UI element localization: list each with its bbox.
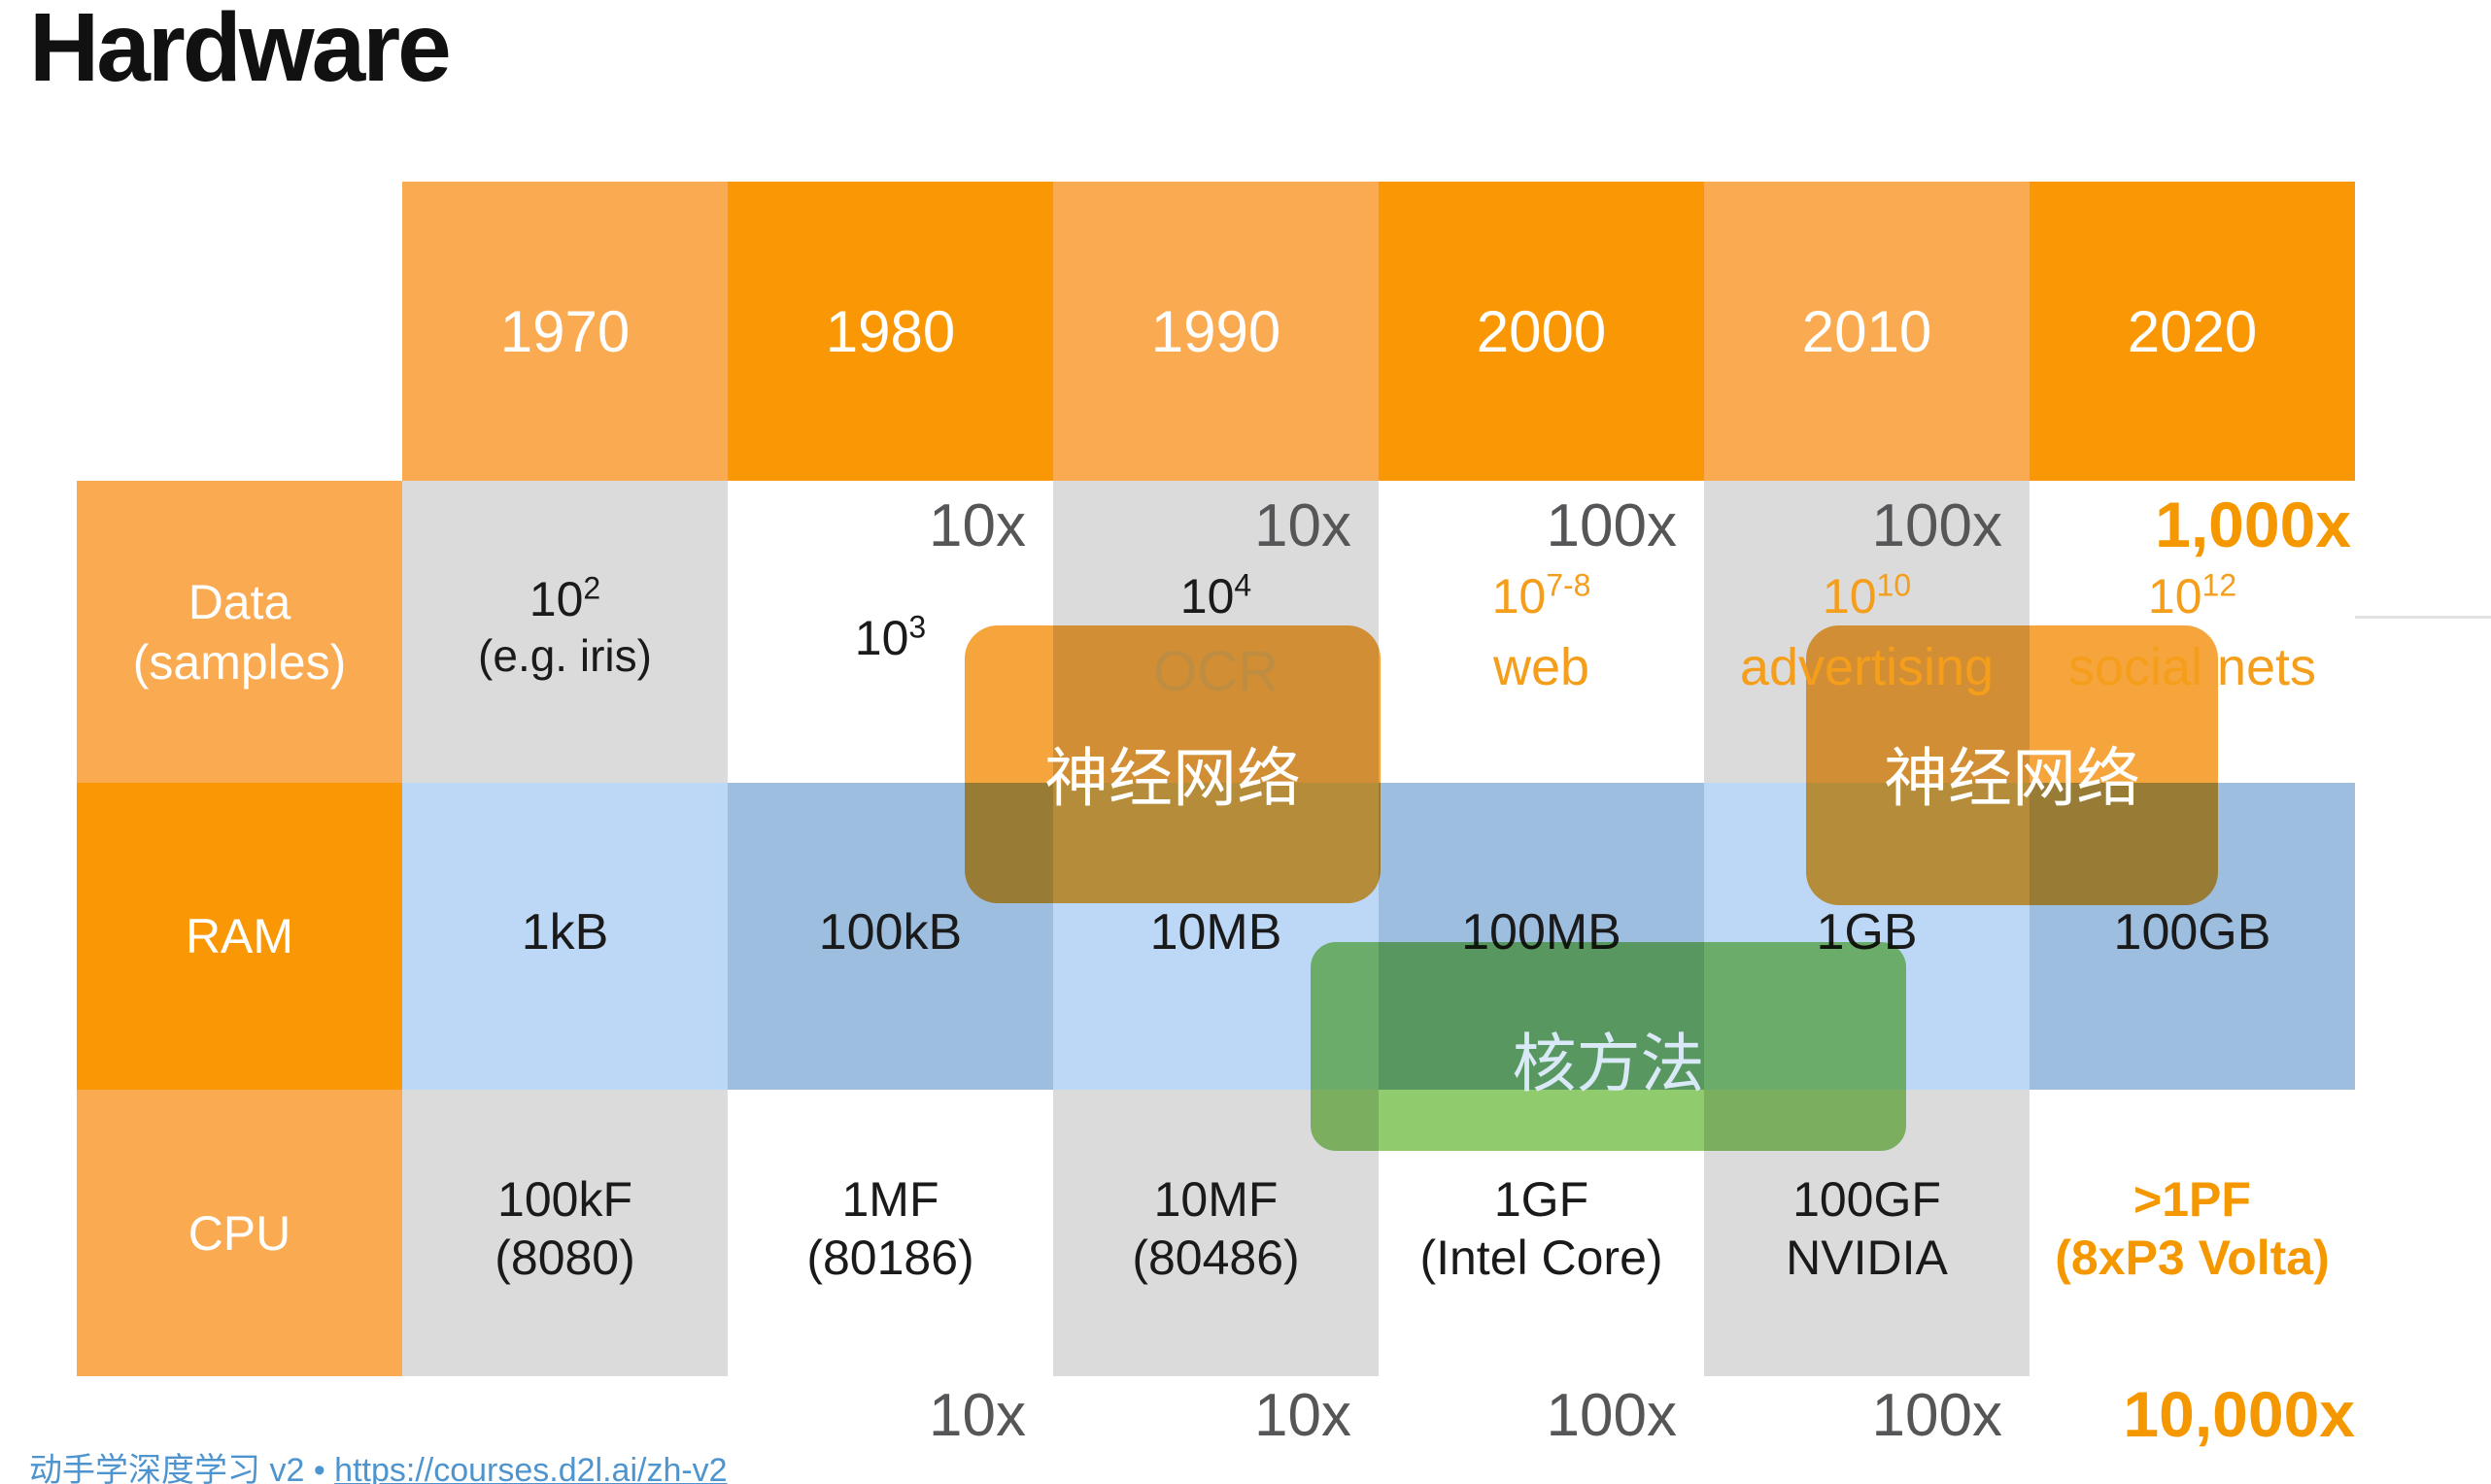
data-exponent-1980: 103 bbox=[854, 609, 927, 665]
data-cell-bg-2000 bbox=[1379, 481, 1704, 783]
footer: 动手学深度学习 v2 • https://courses.d2l.ai/zh-v… bbox=[29, 1443, 728, 1484]
row-label-cpu: CPU bbox=[77, 1090, 402, 1376]
cpu-multiplier-2020: 10,000x bbox=[2123, 1378, 2355, 1450]
slide-title: Hardware bbox=[29, 0, 452, 102]
data-multiplier-2010: 100x bbox=[1871, 492, 2002, 559]
data-app-ocr: OCR bbox=[1153, 640, 1279, 703]
data-cell-bg-1970 bbox=[402, 481, 728, 783]
neural-network-label-1: 神经网络 bbox=[1044, 742, 1301, 814]
kernel-method-label: 核方法 bbox=[1512, 1028, 1705, 1099]
cpu-value-2020: >1PF (8xP3 Volta) bbox=[2055, 1172, 2330, 1285]
header-cell-1980: 1980 bbox=[728, 182, 1053, 481]
header-cell-2000: 2000 bbox=[1379, 182, 1704, 481]
ram-value-1970: 1kB bbox=[521, 904, 609, 961]
edge-artifact-line bbox=[2355, 616, 2491, 619]
cpu-value-1990: 10MF (80486) bbox=[1132, 1172, 1300, 1285]
ram-value-1990: 10MB bbox=[1149, 904, 1282, 961]
ram-value-2020: 100GB bbox=[2113, 904, 2271, 961]
data-multiplier-2000: 100x bbox=[1546, 492, 1677, 559]
cpu-value-2000: 1GF (Intel Core) bbox=[1419, 1172, 1663, 1285]
neural-network-overlay-1 bbox=[965, 625, 1381, 903]
header-cell-1970: 1970 bbox=[402, 182, 728, 481]
row-label-data: Data (samples) bbox=[77, 481, 402, 783]
data-multiplier-1980: 10x bbox=[929, 492, 1026, 559]
data-multiplier-1990: 10x bbox=[1254, 492, 1351, 559]
cpu-value-1970: 100kF (8080) bbox=[495, 1172, 635, 1285]
row-label-data-line1: Data bbox=[188, 574, 291, 629]
data-app-web: web bbox=[1492, 638, 1590, 696]
neural-network-overlay-2 bbox=[1806, 625, 2218, 905]
footer-course-name: 动手学深度学习 v2 bbox=[29, 1452, 305, 1484]
data-app-social-nets: social nets bbox=[2067, 638, 2317, 696]
header-cell-1990: 1990 bbox=[1053, 182, 1379, 481]
ram-value-1980: 100kB bbox=[818, 904, 963, 961]
data-exponent-1990: 104 bbox=[1179, 567, 1252, 624]
data-note-iris: (e.g. iris) bbox=[478, 630, 652, 681]
cpu-value-2010: 100GF NVIDIA bbox=[1786, 1172, 1948, 1285]
data-exponent-2000: 107-8 bbox=[1491, 567, 1591, 624]
cpu-multiplier-2000: 100x bbox=[1546, 1382, 1677, 1449]
neural-network-label-2: 神经网络 bbox=[1884, 742, 2140, 814]
row-label-ram: RAM bbox=[77, 783, 402, 1090]
data-multiplier-2020: 1,000x bbox=[2155, 489, 2351, 560]
cpu-value-1980: 1MF (80186) bbox=[806, 1172, 974, 1285]
cpu-multiplier-1980: 10x bbox=[929, 1382, 1026, 1449]
row-label-data-line2: (samples) bbox=[132, 634, 347, 690]
header-cell-2020: 2020 bbox=[2030, 182, 2355, 481]
cpu-multiplier-2010: 100x bbox=[1871, 1382, 2002, 1449]
kernel-method-overlay bbox=[1311, 942, 1906, 1151]
footer-course-link[interactable]: https://courses.d2l.ai/zh-v2 bbox=[334, 1452, 728, 1484]
cpu-cell-bg-1970 bbox=[402, 1090, 728, 1376]
data-exponent-1970: 102 bbox=[529, 570, 601, 626]
cpu-cell-bg-1980 bbox=[728, 1090, 1053, 1376]
data-exponent-2010: 1010 bbox=[1822, 567, 1912, 624]
data-app-advertising: advertising bbox=[1739, 638, 1995, 696]
footer-separator: • bbox=[313, 1452, 325, 1484]
cpu-cell-bg-2020 bbox=[2030, 1090, 2355, 1376]
header-cell-2010: 2010 bbox=[1704, 182, 2030, 481]
cpu-multiplier-1990: 10x bbox=[1254, 1382, 1351, 1449]
ram-cell-bg-1970 bbox=[402, 783, 728, 1090]
data-exponent-2020: 1012 bbox=[2147, 567, 2237, 624]
